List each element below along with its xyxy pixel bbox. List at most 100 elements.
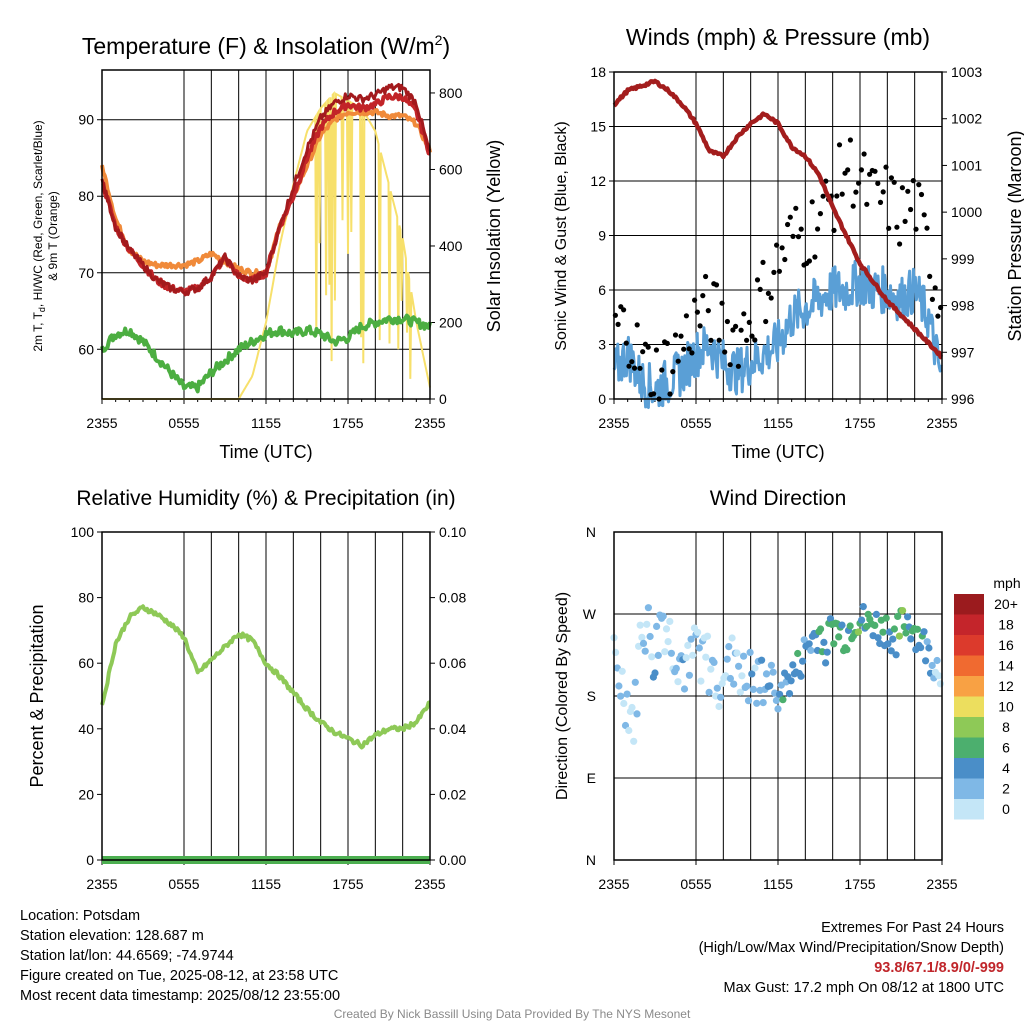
temp-y2tick-label: 400 <box>439 238 463 254</box>
direction-point <box>774 705 782 713</box>
gust-point <box>719 300 725 306</box>
direction-point <box>772 696 781 705</box>
direction-point <box>672 664 680 673</box>
direction-point <box>713 684 721 692</box>
direction-point <box>643 620 651 628</box>
winds-y2tick-label: 999 <box>951 251 975 267</box>
direction-point <box>749 685 758 694</box>
colorbar-swatch <box>954 799 984 820</box>
direction-point <box>807 646 815 655</box>
direction-ylabel: Direction (Colored By Speed) <box>554 592 571 800</box>
winds-xtick-label: 1755 <box>844 415 875 431</box>
gust-point <box>834 193 840 199</box>
direction-point <box>728 634 736 642</box>
heat-index-line <box>100 82 432 297</box>
direction-point <box>787 677 795 685</box>
gust-point <box>916 182 922 188</box>
gust-point <box>880 189 886 195</box>
gust-point <box>713 282 720 288</box>
direction-point <box>653 622 661 631</box>
gust-point <box>921 212 927 218</box>
winds-y2tick-label: 1001 <box>951 157 982 173</box>
extremes-description: (High/Low/Max Wind/Precipitation/Snow De… <box>698 940 1004 956</box>
direction-point <box>631 678 639 686</box>
direction-point <box>666 617 674 626</box>
direction-point <box>680 685 689 693</box>
direction-point <box>838 621 846 629</box>
gust-point <box>763 318 769 325</box>
location-text: Location: Potsdam <box>20 908 141 924</box>
temperature-panel: Temperature (F) & Insolation (W/m2) Time… <box>31 32 504 462</box>
gust-point <box>738 327 744 333</box>
gust-point <box>776 268 783 274</box>
rh-ytick-label: 40 <box>78 721 94 737</box>
temperature-title: Temperature (F) & Insolation (W/m2) <box>82 32 450 59</box>
gust-point <box>905 188 911 194</box>
gust-point <box>839 191 845 197</box>
direction-point <box>620 699 628 708</box>
direction-point <box>899 607 907 615</box>
gust-point <box>675 358 681 364</box>
colorbar-swatch <box>954 758 984 779</box>
gust-point <box>670 369 676 375</box>
colorbar-label: 2 <box>1002 781 1010 797</box>
winds-y2tick-label: 1003 <box>951 64 982 80</box>
gust-point <box>899 185 906 191</box>
dir-xtick-label: 0555 <box>680 876 711 892</box>
gust-point <box>774 242 780 248</box>
gust-point <box>637 365 643 371</box>
direction-point <box>695 644 703 652</box>
rh-y2tick-label: 0.04 <box>439 721 466 737</box>
gust-point <box>908 206 914 213</box>
direction-point <box>674 678 682 686</box>
gust-point <box>924 225 930 231</box>
gust-point <box>681 346 687 352</box>
direction-point <box>725 643 733 651</box>
direction-point <box>740 652 748 660</box>
direction-point <box>628 703 636 712</box>
direction-point <box>859 603 867 611</box>
direction-point <box>767 661 776 669</box>
temp-xtick-label: 2355 <box>86 415 117 431</box>
gust-point <box>823 178 829 184</box>
gust-point <box>875 180 881 186</box>
dir-ytick-label: N <box>586 524 596 540</box>
direction-point <box>928 661 936 670</box>
gust-point <box>722 349 728 355</box>
direction-point <box>846 622 854 630</box>
direction-point <box>933 656 941 665</box>
gust-point <box>785 221 791 228</box>
winds-title: Winds (mph) & Pressure (mb) <box>626 24 930 50</box>
gust-point <box>678 333 684 339</box>
rh-ytick-label: 100 <box>71 524 95 540</box>
direction-point <box>872 610 881 619</box>
direction-point <box>617 692 625 700</box>
direction-point <box>925 644 933 652</box>
direction-point <box>625 726 633 735</box>
direction-point <box>738 672 746 680</box>
humidity-title: Relative Humidity (%) & Precipitation (i… <box>76 487 455 510</box>
temp-y2tick-label: 600 <box>439 161 463 177</box>
temperature-ylabel-right: Solar Insolation (Yellow) <box>484 140 504 332</box>
station-info: Location: Potsdam Station elevation: 128… <box>20 906 340 1006</box>
created-text: Figure created on Tue, 2025-08-12, at 23… <box>20 968 339 984</box>
direction-point <box>884 640 892 648</box>
gust-point <box>735 363 742 369</box>
temp-xtick-label: 1755 <box>332 415 363 431</box>
gust-point <box>787 214 793 220</box>
direction-point <box>702 653 710 661</box>
gust-point <box>853 189 859 195</box>
rh-xtick-label: 1155 <box>251 876 281 892</box>
direction-point <box>820 638 828 647</box>
gust-point <box>929 296 936 302</box>
gust-point <box>891 179 897 185</box>
winds-ytick-label: 9 <box>598 228 606 244</box>
rh-y2tick-label: 0.00 <box>439 852 466 868</box>
direction-point <box>661 648 669 656</box>
direction-point <box>733 649 741 657</box>
winds-ytick-label: 0 <box>598 391 606 407</box>
temp-y2tick-label: 200 <box>439 314 463 330</box>
direction-point <box>615 682 623 690</box>
colorbar-swatch <box>954 635 984 656</box>
direction-point <box>682 654 690 662</box>
